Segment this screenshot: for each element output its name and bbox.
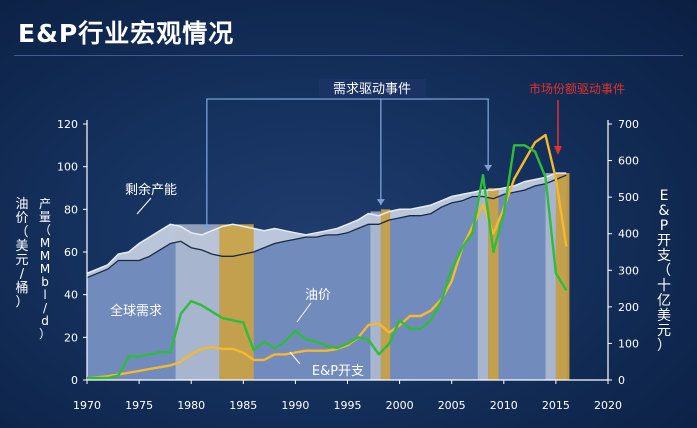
y-right-title-char: & [659, 203, 670, 219]
grey-event-band [477, 190, 489, 380]
y-right-tick-label: 0 [618, 374, 625, 387]
y-left-title-production-char: d [41, 314, 49, 328]
y-left-tick-label: 0 [71, 374, 78, 387]
y-right-title-char: 支 [657, 248, 671, 264]
y-right-title-char: P [660, 218, 668, 234]
y-left-title-production-char: M [40, 249, 50, 263]
y-left-title-production-char: （ [39, 223, 51, 237]
y-left-title-production-char: / [43, 301, 48, 315]
y-left-title-production-char: M [40, 236, 50, 250]
demand-event-bracket [206, 98, 489, 231]
x-tick-label: 1985 [229, 399, 257, 412]
x-tick-label: 1980 [177, 399, 205, 412]
y-right-tick-label: 700 [618, 118, 639, 131]
y-right-title-char: 亿 [657, 293, 671, 309]
spare-capacity-label: 剩余产能 [125, 182, 177, 198]
y-left-title-oil-price-char: （ [15, 225, 28, 240]
demand-event-label: 需求驱动事件 [333, 82, 411, 97]
y-left-title-oil-price-char: / [20, 267, 25, 282]
y-left-title-production-char: 产 [39, 197, 51, 211]
demand-arrowhead [484, 164, 493, 171]
y-left-tick-label: 20 [64, 331, 78, 344]
y-left-title-oil-price-char: ） [15, 295, 28, 310]
market-share-event-label: 市场份额驱动事件 [529, 81, 625, 96]
y-right-title-char: E [660, 188, 669, 204]
y-right-title-char: 元 [657, 323, 671, 339]
page-title: E&P行业宏观情况 [18, 19, 235, 48]
spare-capacity-line [86, 172, 567, 274]
x-tick-label: 1995 [334, 399, 362, 412]
oil-price-pointer [296, 302, 312, 323]
grey-event-band [370, 211, 381, 380]
x-tick-label: 2005 [438, 399, 466, 412]
global-demand-label: 全球需求 [110, 303, 162, 319]
y-left-title-oil-price-char: 美 [15, 239, 28, 254]
y-left-title-oil-price-char: 价 [15, 211, 28, 226]
x-tick-label: 1975 [125, 399, 153, 412]
ep-spend-label: E&P开支 [312, 364, 364, 379]
y-left-tick-label: 100 [57, 161, 78, 174]
oil-price-label: 油价 [305, 288, 331, 303]
y-right-tick-label: 100 [618, 337, 639, 350]
x-tick-label: 2020 [594, 399, 622, 412]
y-right-tick-label: 600 [618, 155, 639, 168]
y-left-title-production-char: ） [39, 327, 51, 341]
demand-arrowhead [376, 199, 385, 206]
global-demand-line [86, 174, 567, 279]
x-tick-label: 2010 [490, 399, 518, 412]
y-right-title-char: 开 [657, 233, 671, 249]
spare-capacity-pointer [136, 197, 152, 215]
y-right-tick-label: 300 [618, 264, 639, 277]
y-left-tick-label: 120 [57, 118, 78, 131]
gold-event-band [555, 173, 570, 380]
oil-price-line [87, 144, 568, 380]
market-share-arrowhead [553, 146, 562, 155]
y-left-title-production-char: 量 [39, 210, 51, 224]
x-tick-label: 2015 [542, 399, 570, 412]
ep-spend-pointer [289, 351, 301, 365]
grey-event-band [175, 224, 220, 380]
gold-event-band [380, 209, 391, 380]
demand-label-bg [319, 79, 426, 97]
y-left-title-production-char: M [40, 262, 50, 276]
y-left-tick-label: 60 [64, 246, 78, 259]
gold-event-band [219, 224, 254, 380]
y-left-title-oil-price-char: 桶 [15, 281, 28, 296]
y-left-title-production-char: l [43, 288, 46, 302]
y-right-title-char: 十 [657, 278, 671, 294]
y-right-tick-label: 500 [618, 191, 639, 204]
x-tick-label: 2000 [386, 399, 414, 412]
y-left-title-oil-price-char: 油 [15, 197, 28, 212]
y-right-title-char: （ [657, 263, 671, 279]
x-tick-label: 1970 [73, 399, 101, 412]
grey-event-band [545, 173, 556, 380]
x-tick-label: 1990 [281, 399, 309, 412]
y-right-title-char: 美 [657, 308, 671, 324]
y-left-tick-label: 40 [64, 289, 78, 302]
y-left-title-oil-price: 油价（美元/桶） [15, 197, 28, 310]
y-left-title-production-char: b [41, 275, 49, 289]
gold-event-band [488, 188, 499, 380]
title-divider [14, 55, 683, 56]
y-right-tick-label: 400 [618, 228, 639, 241]
y-left-tick-label: 80 [64, 203, 78, 216]
demand-arrowhead [202, 224, 211, 231]
y-right-title-char: ） [657, 338, 671, 354]
y-left-title-oil-price-char: 元 [15, 253, 28, 268]
y-right-tick-label: 200 [618, 301, 639, 314]
